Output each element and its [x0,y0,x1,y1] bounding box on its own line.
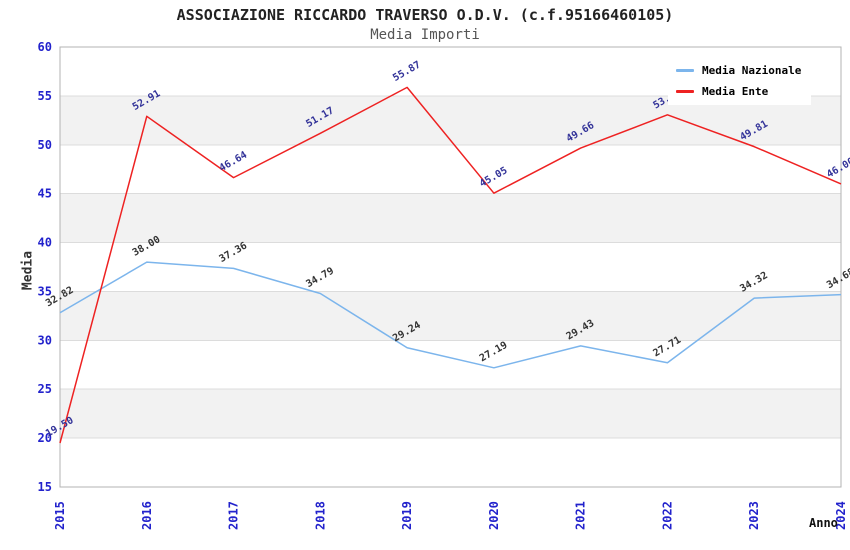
plot-band [60,193,841,243]
legend-label-media-ente: Media Ente [702,85,769,98]
y-tick-label: 25 [38,382,52,396]
plot-band [60,389,841,439]
x-axis-ticks: 2015 2016 2017 2018 2019 2020 2021 2022 2023 2024 [53,501,848,530]
plot-border [59,46,842,488]
media-nazionale-line [59,261,842,369]
point-value-label: 27.19 [478,340,510,365]
point-value-label: 46.64 [218,150,250,175]
x-tick-label: 2024 [834,501,848,530]
media-nazionale-line-swatch [676,69,694,72]
media-ente-line [59,86,842,444]
y-tick-label: 35 [38,284,52,298]
x-tick-label: 2022 [660,501,674,530]
y-tick-label: 60 [38,40,52,54]
point-value-label: 55.87 [391,59,423,84]
x-tick-label: 2016 [140,501,154,530]
point-value-label: 34.68 [825,267,850,292]
chart-subtitle: Media Importi [370,27,480,43]
y-axis-ticks: 15 20 25 30 35 40 45 50 55 60 [38,40,52,494]
legend-item-media-nazionale: Media Nazionale [676,63,801,78]
y-tick-label: 40 [38,236,52,250]
x-tick-label: 2021 [574,501,588,530]
y-tick-label: 50 [38,138,52,152]
plot-band [60,291,841,341]
y-tick-label: 30 [38,333,52,347]
x-tick-label: 2017 [227,501,241,530]
x-tick-label: 2015 [53,501,67,530]
point-value-label: 34.79 [304,266,336,291]
y-tick-label: 20 [38,431,52,445]
legend-item-media-ente: Media Ente [676,84,801,99]
x-axis-title: Anno [809,516,838,530]
y-tick-label: 15 [38,480,52,494]
x-tick-label: 2020 [487,501,501,530]
point-value-label: 45.05 [478,165,510,190]
x-tick-label: 2023 [747,501,761,530]
media-ente-line-swatch [676,90,694,93]
point-value-label: 37.36 [218,240,250,265]
y-tick-label: 55 [38,89,52,103]
legend-label-media-nazionale: Media Nazionale [702,64,802,77]
x-tick-label: 2019 [400,501,414,530]
x-tick-label: 2018 [313,501,327,530]
y-tick-label: 45 [38,187,52,201]
point-value-label: 46.00 [825,156,850,181]
legend: Media Nazionale Media Ente [668,57,812,105]
chart-title: ASSOCIAZIONE RICCARDO TRAVERSO O.D.V. (c… [176,6,674,24]
